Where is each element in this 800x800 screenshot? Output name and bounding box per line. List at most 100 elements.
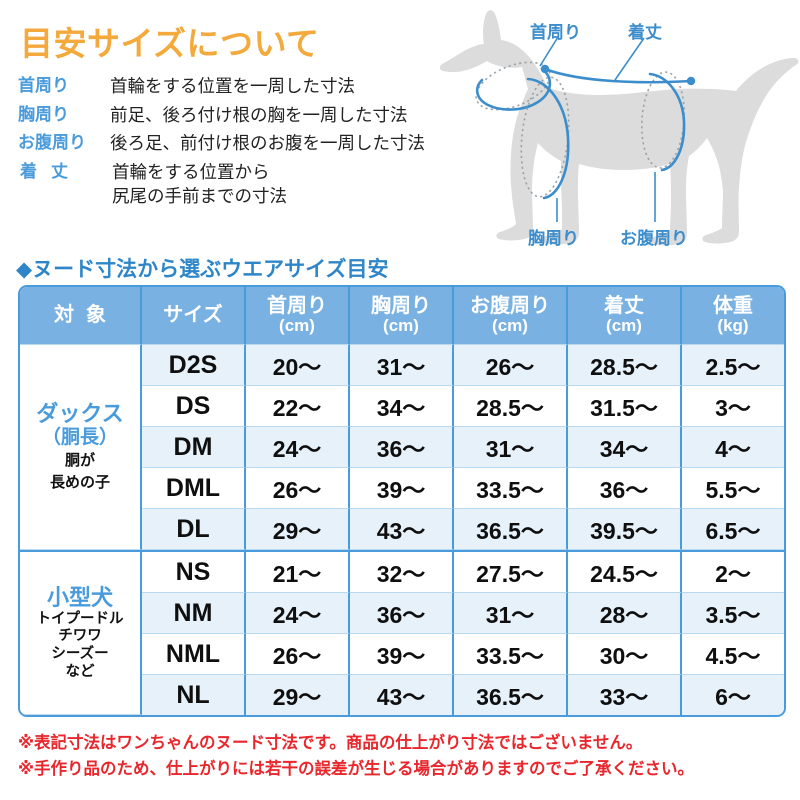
cell-weight: 6～ bbox=[682, 675, 784, 715]
cell-chest: 32～ bbox=[350, 550, 454, 593]
cell-weight: 4～ bbox=[682, 427, 784, 468]
cell-length: 39.5～ bbox=[568, 509, 682, 550]
cell-size: DML bbox=[142, 468, 246, 509]
cell-belly: 26～ bbox=[454, 345, 568, 386]
cell-neck: 22～ bbox=[246, 386, 350, 427]
cell-neck: 24～ bbox=[246, 593, 350, 634]
col-header-neck: 首周り (cm) bbox=[246, 287, 350, 345]
col-header-length-unit: (cm) bbox=[606, 316, 642, 336]
size-table: 対象 サイズ 首周り (cm) 胸周り (cm) お腹周り (cm) 着丈 (c… bbox=[18, 285, 786, 717]
group-note-small-dog-line3: シーズー bbox=[51, 645, 109, 662]
group-note-dachshund-line1: 胴が bbox=[64, 452, 95, 470]
col-header-weight: 体重 (kg) bbox=[682, 287, 784, 345]
cell-weight: 4.5～ bbox=[682, 634, 784, 675]
cell-neck: 21～ bbox=[246, 550, 350, 593]
cell-weight: 3.5～ bbox=[682, 593, 784, 634]
cell-chest: 34～ bbox=[350, 386, 454, 427]
cell-belly: 28.5～ bbox=[454, 386, 568, 427]
legend-desc-length-line2: 尻尾の手前までの寸法 bbox=[112, 185, 287, 206]
cell-length: 34～ bbox=[568, 427, 682, 468]
cell-chest: 39～ bbox=[350, 468, 454, 509]
cell-weight: 2.5～ bbox=[682, 345, 784, 386]
table-body: ダックス （胴長） 胴が 長めの子 D2S 20～ 31～ 26～ 28.5～ … bbox=[20, 345, 784, 715]
measurement-legend: 首周り 首輪をする位置を一周した寸法 胸周り 前足、後ろ付け根の胸を一周した寸法… bbox=[18, 75, 488, 213]
col-header-length: 着丈 (cm) bbox=[568, 287, 682, 345]
legend-item-chest: 胸周り 前足、後ろ付け根の胸を一周した寸法 bbox=[18, 104, 488, 128]
col-header-belly-unit: (cm) bbox=[492, 316, 528, 336]
cell-length: 31.5～ bbox=[568, 386, 682, 427]
table-row: NL 29～ 43～ 36.5～ 33～ 6～ bbox=[20, 675, 784, 715]
col-header-weight-unit: (kg) bbox=[717, 316, 749, 336]
legend-term-neck: 首周り bbox=[18, 76, 69, 95]
table-row: 小型犬 トイプードル チワワ シーズー など NS 21～ 32～ 27.5～ … bbox=[20, 550, 784, 715]
header-section: 目安サイズについて 首周り 首輪をする位置を一周した寸法 胸周り 前足、後ろ付け… bbox=[0, 0, 800, 250]
legend-desc-chest: 前足、後ろ付け根の胸を一周した寸法 bbox=[110, 104, 408, 125]
group-note-small-dog-line1: トイプードル bbox=[36, 610, 124, 627]
footnotes-section: ※表記寸法はワンちゃんのヌード寸法です。商品の仕上がり寸法ではございません。 ※… bbox=[18, 731, 790, 782]
legend-desc-neck: 首輪をする位置を一周した寸法 bbox=[110, 76, 355, 96]
group-cell-dachshund: ダックス （胴長） 胴が 長めの子 bbox=[20, 345, 142, 550]
col-header-belly-label: お腹周り bbox=[470, 294, 550, 317]
cell-length: 24.5～ bbox=[568, 550, 682, 593]
cell-weight: 3～ bbox=[682, 386, 784, 427]
page-title: 目安サイズについて bbox=[20, 25, 320, 62]
cell-length: 28.5～ bbox=[568, 345, 682, 386]
group-name-dachshund: ダックス bbox=[36, 401, 124, 427]
dog-measurement-diagram: 首周り 着丈 胸周り お腹周り bbox=[440, 0, 800, 252]
group-note-small-dog-line2: チワワ bbox=[58, 628, 102, 645]
cell-belly: 33.5～ bbox=[454, 468, 568, 509]
cell-chest: 39～ bbox=[350, 634, 454, 675]
table-row: ダックス （胴長） 胴が 長めの子 D2S 20～ 31～ 26～ 28.5～ … bbox=[20, 345, 784, 550]
cell-length: 33～ bbox=[568, 675, 682, 715]
size-table-container: 対象 サイズ 首周り (cm) 胸周り (cm) お腹周り (cm) 着丈 (c… bbox=[18, 285, 786, 717]
table-row: DS 22～ 34～ 28.5～ 31.5～ 3～ bbox=[20, 386, 784, 427]
cell-neck: 29～ bbox=[246, 509, 350, 550]
dog-silhouette-icon bbox=[440, 10, 799, 246]
cell-size: NML bbox=[142, 634, 246, 675]
chest-measure-loop bbox=[520, 76, 570, 200]
cell-size: DM bbox=[142, 427, 246, 468]
group-sub-dachshund: （胴長） bbox=[41, 427, 118, 449]
cell-size: NM bbox=[142, 593, 246, 634]
cell-size: NS bbox=[142, 550, 246, 593]
diagram-label-length: 着丈 bbox=[628, 23, 662, 42]
col-header-chest: 胸周り (cm) bbox=[350, 287, 454, 345]
diagram-label-chest: 胸周り bbox=[528, 229, 579, 248]
footnote-2: ※手作り品のため、仕上がりには若干の誤差が生じる場合がありますのでご了承ください… bbox=[18, 759, 695, 778]
group-name-small-dog: 小型犬 bbox=[46, 584, 113, 610]
belly-measure-loop bbox=[640, 71, 686, 172]
cell-weight: 5.5～ bbox=[682, 468, 784, 509]
col-header-chest-label: 胸周り bbox=[371, 294, 431, 317]
diagram-label-belly: お腹周り bbox=[620, 229, 688, 248]
cell-neck: 26～ bbox=[246, 634, 350, 675]
cell-neck: 29～ bbox=[246, 675, 350, 715]
table-row: DL 29～ 43～ 36.5～ 39.5～ 6.5～ bbox=[20, 509, 784, 550]
cell-chest: 36～ bbox=[350, 427, 454, 468]
legend-term-belly: お腹周り bbox=[18, 133, 86, 153]
cell-length: 30～ bbox=[568, 634, 682, 675]
cell-belly: 36.5～ bbox=[454, 509, 568, 550]
legend-item-neck: 首周り 首輪をする位置を一周した寸法 bbox=[18, 75, 488, 99]
cell-size: DL bbox=[142, 509, 246, 550]
legend-item-belly: お腹周り 後ろ足、前付け根のお腹を一周した寸法 bbox=[18, 132, 488, 156]
cell-size: NL bbox=[142, 675, 246, 715]
cell-weight: 2～ bbox=[682, 550, 784, 593]
col-header-size: サイズ bbox=[142, 287, 246, 345]
cell-chest: 43～ bbox=[350, 675, 454, 715]
legend-term-length: 着丈 bbox=[20, 161, 82, 181]
diagram-leader-lines bbox=[539, 36, 656, 222]
cell-size: D2S bbox=[142, 345, 246, 386]
col-header-neck-label: 首周り bbox=[267, 294, 327, 317]
cell-belly: 33.5～ bbox=[454, 634, 568, 675]
table-heading: ◆ヌード寸法から選ぶウエアサイズ目安 bbox=[16, 258, 389, 281]
table-row: NM 24～ 36～ 31～ 28～ 3.5～ bbox=[20, 593, 784, 634]
cell-belly: 31～ bbox=[454, 427, 568, 468]
col-header-belly: お腹周り (cm) bbox=[454, 287, 568, 345]
cell-neck: 24～ bbox=[246, 427, 350, 468]
group-note-dachshund-line2: 長めの子 bbox=[49, 474, 110, 492]
cell-neck: 20～ bbox=[246, 345, 350, 386]
col-header-length-label: 着丈 bbox=[604, 294, 644, 317]
diagram-label-neck: 首周り bbox=[530, 23, 581, 42]
cell-chest: 36～ bbox=[350, 593, 454, 634]
legend-item-length: 着丈 首輪をする位置から 尻尾の手前までの寸法 bbox=[18, 161, 488, 208]
